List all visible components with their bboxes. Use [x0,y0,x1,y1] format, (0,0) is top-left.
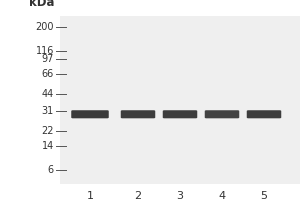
Text: 22: 22 [41,126,54,136]
FancyBboxPatch shape [247,110,281,118]
Text: 3: 3 [176,191,184,200]
FancyBboxPatch shape [71,110,109,118]
Text: 5: 5 [260,191,268,200]
Text: 2: 2 [134,191,142,200]
Text: 4: 4 [218,191,226,200]
Text: 44: 44 [42,89,54,99]
Text: 31: 31 [42,106,54,116]
Text: 6: 6 [48,165,54,175]
FancyBboxPatch shape [205,110,239,118]
Text: 14: 14 [42,141,54,151]
Text: 1: 1 [86,191,94,200]
Bar [60,16,300,184]
Text: 200: 200 [35,22,54,32]
FancyBboxPatch shape [121,110,155,118]
Text: 97: 97 [42,54,54,64]
Text: kDa: kDa [28,0,54,9]
Text: 116: 116 [36,46,54,56]
FancyBboxPatch shape [163,110,197,118]
Text: 66: 66 [42,69,54,79]
